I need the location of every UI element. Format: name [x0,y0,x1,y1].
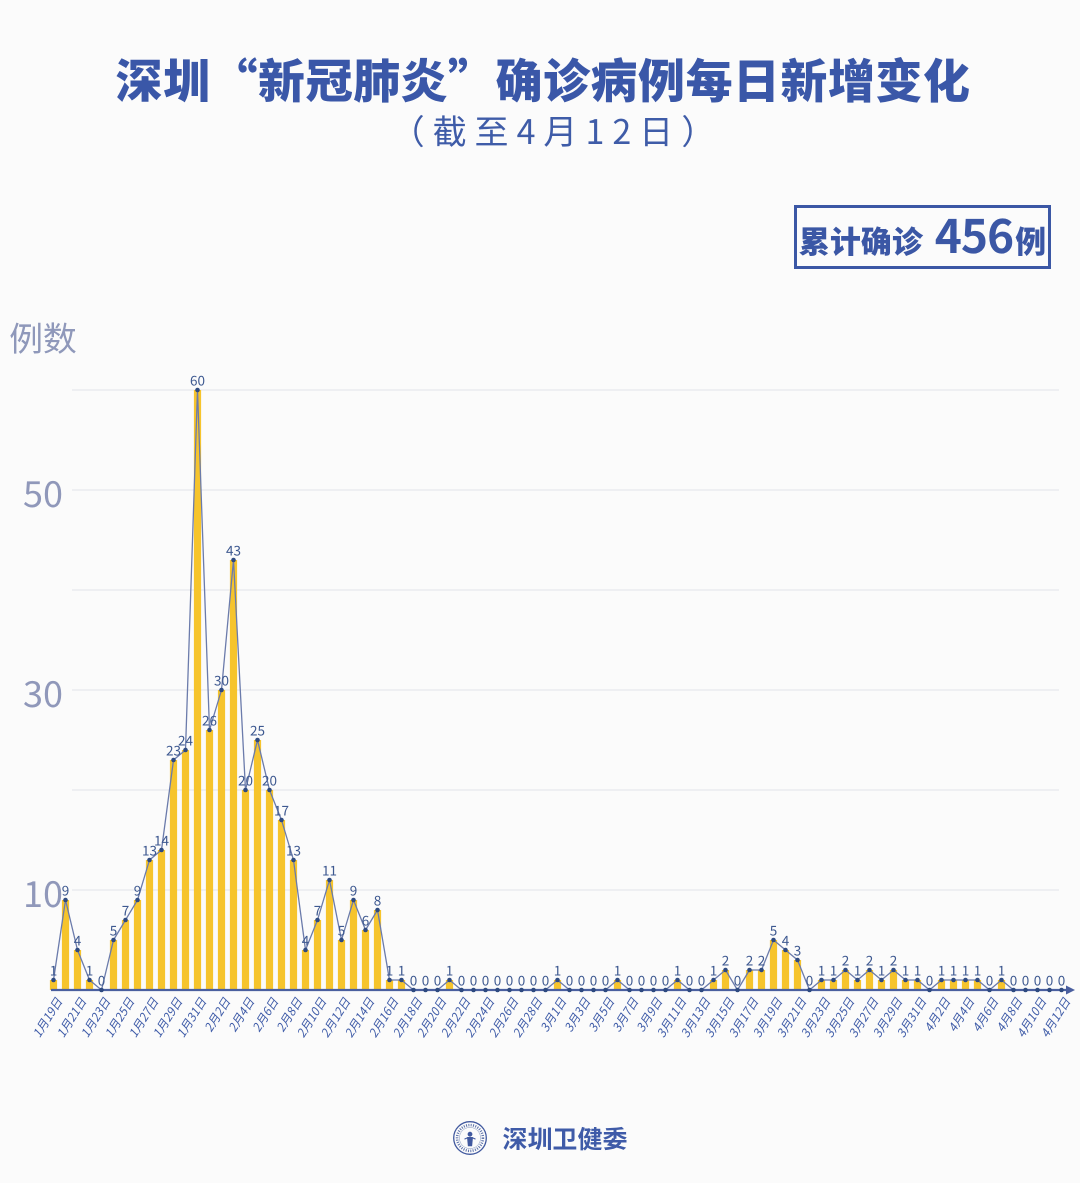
svg-text:1: 1 [710,960,718,980]
svg-text:0: 0 [422,970,430,990]
svg-text:2: 2 [866,950,874,970]
svg-text:1: 1 [938,960,946,980]
svg-text:1: 1 [50,960,58,980]
svg-text:9: 9 [62,880,70,900]
svg-text:1: 1 [818,960,826,980]
svg-text:50: 50 [23,466,63,518]
svg-text:3月1日: 3月1日 [538,992,570,1036]
svg-text:0: 0 [482,970,490,990]
svg-text:0: 0 [506,970,514,990]
svg-text:1: 1 [554,960,562,980]
svg-text:7: 7 [314,900,322,920]
svg-text:0: 0 [1022,970,1030,990]
svg-text:1: 1 [974,960,982,980]
svg-text:2: 2 [890,950,898,970]
svg-text:1: 1 [398,960,406,980]
svg-text:2月6日: 2月6日 [250,992,282,1036]
svg-text:5: 5 [338,920,346,940]
svg-text:1: 1 [914,960,922,980]
svg-text:2: 2 [746,950,754,970]
svg-text:0: 0 [566,970,574,990]
svg-text:4月6日: 4月6日 [970,992,1002,1036]
svg-text:13: 13 [286,840,301,860]
svg-text:0: 0 [98,970,106,990]
svg-text:0: 0 [1046,970,1054,990]
svg-text:0: 0 [410,970,418,990]
svg-text:30: 30 [23,666,63,718]
svg-text:26: 26 [202,710,217,730]
svg-text:25: 25 [250,720,265,740]
svg-text:0: 0 [518,970,526,990]
svg-text:5: 5 [110,920,118,940]
svg-text:1: 1 [950,960,958,980]
svg-text:1: 1 [854,960,862,980]
svg-text:4: 4 [74,930,82,950]
svg-text:0: 0 [602,970,610,990]
svg-text:1: 1 [962,960,970,980]
svg-text:0: 0 [578,970,586,990]
svg-text:0: 0 [458,970,466,990]
svg-text:0: 0 [1058,970,1066,990]
svg-text:1: 1 [86,960,94,980]
svg-text:8: 8 [374,890,382,910]
svg-text:20: 20 [238,770,253,790]
svg-text:1: 1 [830,960,838,980]
svg-text:2: 2 [842,950,850,970]
svg-text:0: 0 [686,970,694,990]
svg-text:20: 20 [262,770,277,790]
svg-text:0: 0 [926,970,934,990]
svg-text:2月2日: 2月2日 [202,992,234,1036]
svg-text:0: 0 [530,970,538,990]
svg-text:0: 0 [698,970,706,990]
svg-text:2: 2 [722,950,730,970]
svg-text:60: 60 [190,370,205,390]
svg-text:4: 4 [782,930,790,950]
svg-text:1: 1 [446,960,454,980]
svg-text:14: 14 [154,830,169,850]
svg-text:1: 1 [902,960,910,980]
svg-text:1: 1 [998,960,1006,980]
svg-text:1: 1 [674,960,682,980]
svg-text:3: 3 [794,940,802,960]
svg-text:23: 23 [166,740,181,760]
svg-text:17: 17 [274,800,289,820]
svg-text:0: 0 [806,970,814,990]
svg-text:0: 0 [494,970,502,990]
svg-text:30: 30 [214,670,229,690]
svg-text:2月4日: 2月4日 [226,992,258,1036]
svg-text:0: 0 [734,970,742,990]
svg-text:3月5日: 3月5日 [586,992,618,1036]
svg-text:0: 0 [986,970,994,990]
svg-text:0: 0 [434,970,442,990]
svg-text:13: 13 [142,840,157,860]
svg-text:4月4日: 4月4日 [946,992,978,1036]
svg-text:5: 5 [770,920,778,940]
svg-text:3月7日: 3月7日 [610,992,642,1036]
svg-text:1: 1 [614,960,622,980]
svg-text:6: 6 [362,910,370,930]
svg-text:10: 10 [23,866,63,918]
svg-text:4: 4 [302,930,310,950]
svg-text:0: 0 [626,970,634,990]
svg-text:0: 0 [650,970,658,990]
svg-text:0: 0 [662,970,670,990]
svg-text:1: 1 [878,960,886,980]
svg-text:2: 2 [758,950,766,970]
svg-text:24: 24 [178,730,193,750]
svg-text:0: 0 [542,970,550,990]
svg-text:4月2日: 4月2日 [922,992,954,1036]
svg-text:0: 0 [470,970,478,990]
svg-text:0: 0 [590,970,598,990]
svg-text:43: 43 [226,540,241,560]
svg-text:1: 1 [386,960,394,980]
svg-text:3月3日: 3月3日 [562,992,594,1036]
svg-text:0: 0 [638,970,646,990]
svg-text:0: 0 [1034,970,1042,990]
svg-text:7: 7 [122,900,130,920]
svg-text:11: 11 [322,860,337,880]
svg-text:9: 9 [350,880,358,900]
svg-text:0: 0 [1010,970,1018,990]
svg-text:9: 9 [134,880,142,900]
